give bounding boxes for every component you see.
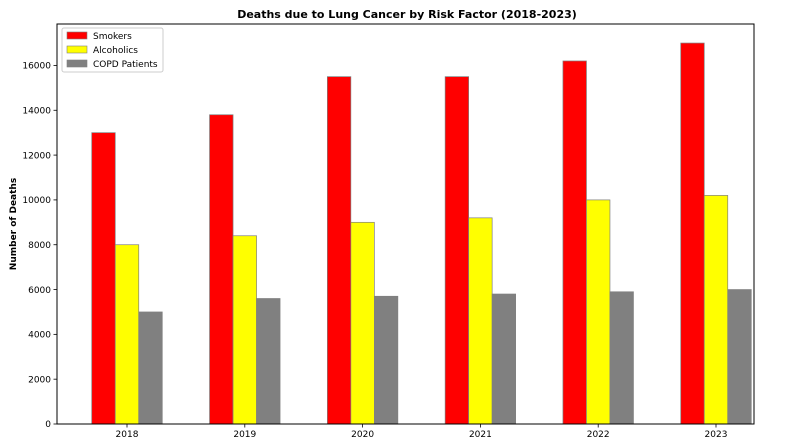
y-tick-label-10000: 10000 [22, 196, 51, 206]
bar-alcoholics-2022 [586, 199, 611, 425]
legend-swatch-smokers [66, 31, 88, 40]
x-tick-label-2023: 2023 [705, 430, 728, 440]
y-axis: 0 2000 4000 6000 8000 10000 12000 14000 16000 [22, 62, 57, 430]
bar-copd-patients-2019 [256, 298, 281, 425]
bar-copd-patients-2021 [491, 293, 516, 425]
bar-smokers-2019 [209, 114, 234, 425]
x-axis: 2018 2019 2020 2021 2022 2023 [116, 424, 728, 440]
y-tick-label-6000: 6000 [28, 286, 51, 296]
bar-smokers-2023 [680, 42, 705, 425]
y-tick-label-16000: 16000 [22, 62, 51, 72]
x-tick-label-2019: 2019 [233, 430, 256, 440]
bar-alcoholics-2019 [232, 235, 257, 425]
y-tick-label-14000: 14000 [22, 106, 51, 116]
bar-smokers-2021 [444, 76, 469, 425]
bar-copd-patients-2018 [138, 311, 163, 425]
legend-label-smokers: Smokers [93, 32, 132, 42]
legend: Smokers Alcoholics COPD Patients [61, 27, 164, 73]
bar-alcoholics-2021 [468, 217, 493, 425]
bar-copd-patients-2020 [374, 295, 399, 425]
y-tick-label-8000: 8000 [28, 241, 51, 251]
bar-smokers-2020 [327, 76, 352, 425]
bar-alcoholics-2020 [350, 221, 375, 425]
bar-smokers-2018 [91, 132, 116, 425]
legend-swatch-copd-patients [66, 59, 88, 68]
bar-alcoholics-2023 [703, 195, 729, 425]
x-tick-label-2020: 2020 [351, 430, 374, 440]
y-tick-label-12000: 12000 [22, 151, 51, 161]
y-tick-label-2000: 2000 [28, 375, 51, 385]
chart-title: Deaths due to Lung Cancer by Risk Factor… [237, 8, 577, 21]
y-axis-label: Number of Deaths [9, 178, 19, 270]
y-tick-label-0: 0 [45, 420, 51, 430]
x-tick-label-2021: 2021 [469, 430, 492, 440]
bar-smokers-2022 [562, 60, 587, 425]
bars-layer [91, 42, 752, 425]
legend-label-copd-patients: COPD Patients [93, 60, 158, 70]
x-tick-label-2022: 2022 [587, 430, 610, 440]
bar-copd-patients-2022 [609, 291, 634, 425]
legend-label-alcoholics: Alcoholics [93, 46, 138, 56]
bar-copd-patients-2023 [727, 289, 752, 425]
bar-alcoholics-2018 [114, 244, 140, 425]
plot-frame [56, 23, 755, 425]
x-tick-label-2018: 2018 [116, 430, 139, 440]
y-tick-label-4000: 4000 [28, 331, 51, 341]
legend-swatch-alcoholics [66, 45, 88, 54]
